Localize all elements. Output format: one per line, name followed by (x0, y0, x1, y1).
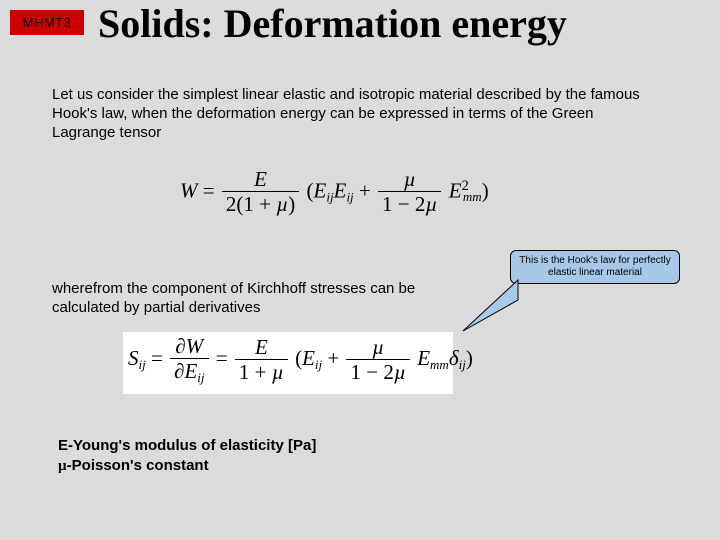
close-paren: ) (482, 178, 489, 202)
intro-paragraph: Let us consider the simplest linear elas… (52, 86, 652, 142)
eq2-fracmu-den-mu: µ (394, 360, 406, 384)
callout-text: This is the Hook's law for perfectly ela… (519, 255, 670, 278)
open-paren: ( (307, 178, 314, 202)
eq1-frac2: µ 1 − 2µ (378, 168, 441, 217)
def-young: E-Young's modulus of elasticity [Pa] (58, 436, 316, 456)
close-paren-2: ) (466, 346, 473, 370)
eq1-Emm-base: E (449, 178, 462, 202)
eq2-dW-d: ∂ (175, 334, 185, 358)
course-badge-label: MHMT3 (23, 15, 72, 30)
eq2-Emm-sub: mm (430, 357, 449, 372)
eq1-frac2-den-mu: µ (425, 192, 437, 216)
eq2-dW-W: W (186, 334, 204, 358)
eq2-dE-d: ∂ (174, 359, 184, 383)
mu-symbol: µ (58, 458, 67, 474)
stress-paragraph: wherefrom the component of Kirchhoff str… (52, 280, 432, 318)
eq1-frac1-den-mu: µ (276, 192, 288, 216)
eq2-delta-base: δ (449, 346, 459, 370)
eq1-frac2-num: µ (404, 167, 416, 191)
eq2-fracE-den-mu: µ (272, 360, 284, 384)
slide: MHMT3 Solids: Deformation energy Let us … (0, 0, 720, 540)
equals-sign-2b: = (216, 346, 233, 370)
eq2-S-sub: ij (139, 357, 146, 372)
callout-box: This is the Hook's law for perfectly ela… (510, 250, 680, 284)
eq2-fracmu-num: µ (372, 335, 384, 359)
eq2-fracmu-den-a: 1 − 2 (350, 360, 393, 384)
symbol-definitions: E-Young's modulus of elasticity [Pa] µ-P… (58, 436, 316, 476)
plus-sign: + (359, 178, 376, 202)
eq2-fracE-den-a: 1 + (239, 360, 272, 384)
plus-sign-2: + (327, 346, 344, 370)
course-badge: MHMT3 (10, 10, 84, 35)
eq2-dE-sub: ij (197, 370, 204, 385)
eq2-fracE: E 1 + µ (235, 336, 288, 385)
equals-sign-2a: = (151, 346, 168, 370)
eq1-frac1-num: E (254, 167, 267, 191)
eq1-Eij-a-base: E (314, 178, 327, 202)
eq2-Emm-base: E (417, 346, 430, 370)
eq1-frac1: E 2(1 + µ) (222, 168, 299, 217)
def-poisson-rest: -Poisson's constant (67, 457, 209, 474)
eq2-fracmu: µ 1 − 2µ (346, 336, 409, 385)
eq1-frac1-den-b: ) (288, 192, 295, 216)
callout-hook-law: This is the Hook's law for perfectly ela… (510, 250, 680, 284)
slide-title: Solids: Deformation energy (98, 0, 567, 47)
eq2-delta-sub: ij (459, 357, 466, 372)
eq2-dWdE: ∂W ∂Eij (170, 335, 208, 386)
def-poisson: µ-Poisson's constant (58, 456, 316, 477)
eq1-Eij-b-sub: ij (346, 189, 353, 204)
eq2-S: S (128, 346, 139, 370)
equation-energy: W = E 2(1 + µ) (EijEij + µ 1 − 2µ E2mm) (180, 168, 540, 217)
eq1-Eij-b-base: E (334, 178, 347, 202)
eq1-lhs: W (180, 178, 198, 202)
eq1-frac1-den-a: 2(1 + (226, 192, 276, 216)
eq2-dE-E: E (184, 359, 197, 383)
eq2-Eij-sub: ij (315, 357, 322, 372)
callout-tail-icon (458, 276, 528, 336)
eq1-Eij-a-sub: ij (326, 189, 333, 204)
eq1-Emm-sub: mm (463, 189, 482, 204)
eq2-fracE-num: E (255, 335, 268, 359)
eq1-frac2-den-a: 1 − 2 (382, 192, 425, 216)
equals-sign: = (203, 178, 220, 202)
equation-stress: Sij = ∂W ∂Eij = E 1 + µ (Eij + µ 1 − 2µ … (128, 335, 448, 386)
eq2-Eij-base: E (302, 346, 315, 370)
